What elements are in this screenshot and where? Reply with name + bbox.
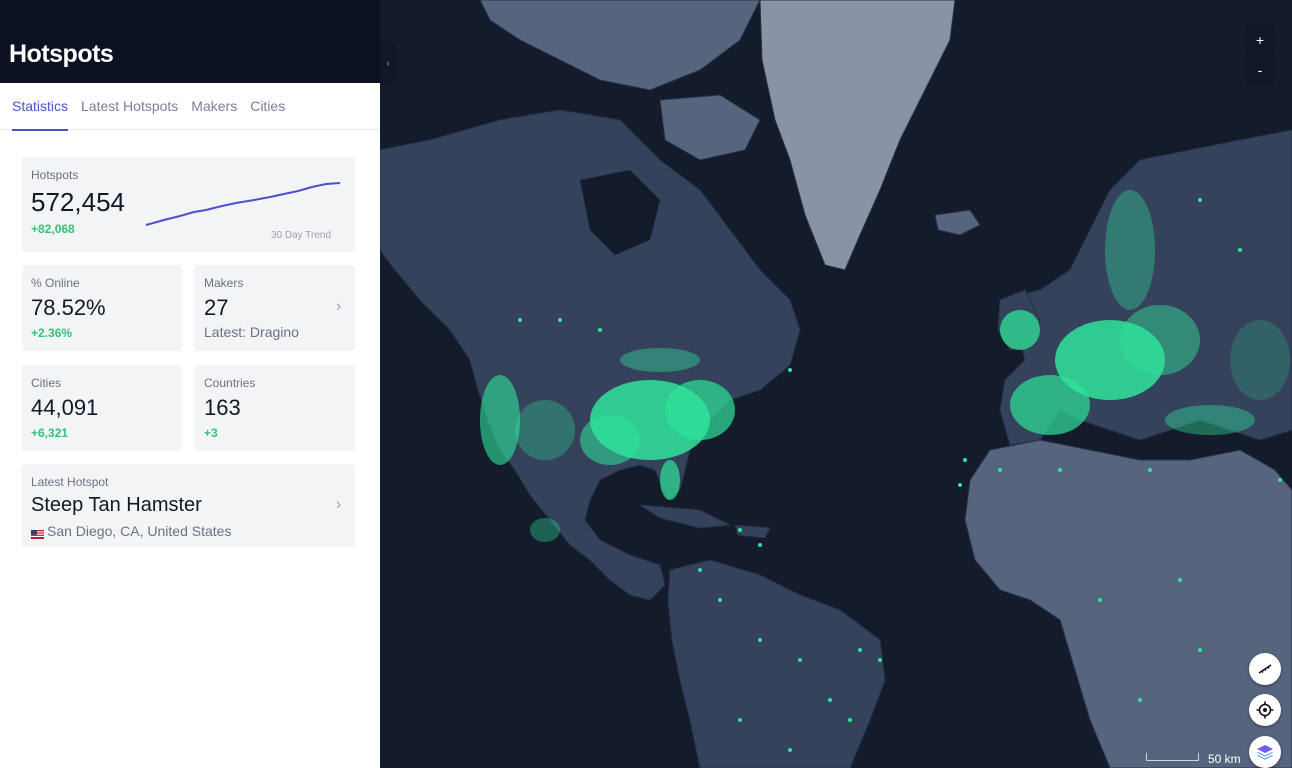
chevron-right-icon: ›	[336, 298, 342, 315]
layers-button[interactable]	[1249, 736, 1281, 768]
latest-hotspot-label: Latest Hotspot	[31, 475, 109, 489]
trend-label: 30 Day Trend	[271, 230, 332, 241]
hotspot-scatter	[518, 198, 1282, 752]
south-america	[667, 559, 886, 768]
hotspot-cluster-usa	[480, 348, 735, 542]
crosshair-icon	[1256, 701, 1274, 719]
hotspots-card: Hotspots 572,454 +82,068 30 Day Trend	[22, 157, 355, 252]
ruler-icon	[1258, 664, 1272, 674]
page-title: Hotspots	[9, 40, 114, 68]
hotspots-label: Hotspots	[31, 168, 79, 182]
countries-label: Countries	[204, 376, 256, 390]
zoom-in-button[interactable]: +	[1246, 26, 1274, 54]
hispaniola	[734, 524, 771, 539]
side-panel: Hotspots Statistics Latest Hotspots Make…	[0, 0, 380, 768]
scale-line	[1146, 753, 1199, 761]
tab-latest-hotspots[interactable]: Latest Hotspots	[81, 98, 179, 114]
latest-hotspot-card[interactable]: Latest Hotspot Steep Tan Hamster San Die…	[22, 464, 355, 547]
measure-button[interactable]	[1249, 653, 1281, 685]
hotspot-cluster-europe	[1000, 190, 1290, 435]
online-value: 78.52%	[31, 295, 106, 320]
chevron-right-icon: ›	[336, 496, 342, 513]
latest-hotspot-location: San Diego, CA, United States	[47, 523, 232, 539]
trend-sparkline	[145, 182, 341, 226]
layers-icon	[1257, 745, 1273, 760]
tab-statistics[interactable]: Statistics	[12, 83, 69, 131]
scale-label: 50 km	[1208, 752, 1241, 766]
tab-cities[interactable]: Cities	[250, 98, 286, 114]
zoom-out-button[interactable]: -	[1246, 56, 1274, 84]
africa	[964, 439, 1292, 768]
cities-label: Cities	[31, 376, 62, 390]
collapse-panel-button[interactable]: ‹	[380, 42, 396, 84]
countries-card: Countries 163 +3	[194, 365, 355, 451]
chevron-left-icon: ‹	[386, 57, 390, 69]
iceland	[934, 209, 981, 236]
arctic-islands	[479, 0, 761, 91]
arctic-island-2	[659, 94, 761, 161]
cities-change: +6,321	[31, 426, 69, 440]
greenland	[759, 0, 956, 271]
cities-value: 44,091	[31, 395, 99, 420]
locate-button[interactable]	[1249, 694, 1281, 726]
makers-label: Makers	[204, 276, 244, 290]
hotspots-value: 572,454	[31, 187, 125, 217]
trend-line	[145, 182, 341, 226]
panel-header: Hotspots	[0, 0, 380, 83]
online-label: % Online	[31, 276, 80, 290]
latest-hotspot-name: Steep Tan Hamster	[31, 494, 202, 516]
makers-latest: Latest: Dragino	[204, 324, 299, 340]
countries-value: 163	[204, 395, 241, 420]
tab-makers[interactable]: Makers	[191, 98, 238, 114]
cuba	[639, 504, 732, 529]
online-change: +2.36%	[31, 326, 73, 340]
hudson-bay	[580, 170, 660, 255]
countries-change: +3	[204, 426, 218, 440]
tab-bar: Statistics Latest Hotspots Makers Cities	[0, 83, 380, 131]
us-flag-icon	[31, 526, 44, 539]
online-card: % Online 78.52% +2.36%	[22, 265, 182, 351]
cities-card: Cities 44,091 +6,321	[22, 365, 182, 451]
makers-card[interactable]: Makers 27 Latest: Dragino ›	[194, 265, 355, 351]
makers-value: 27	[204, 295, 229, 320]
hotspots-change: +82,068	[31, 222, 75, 236]
